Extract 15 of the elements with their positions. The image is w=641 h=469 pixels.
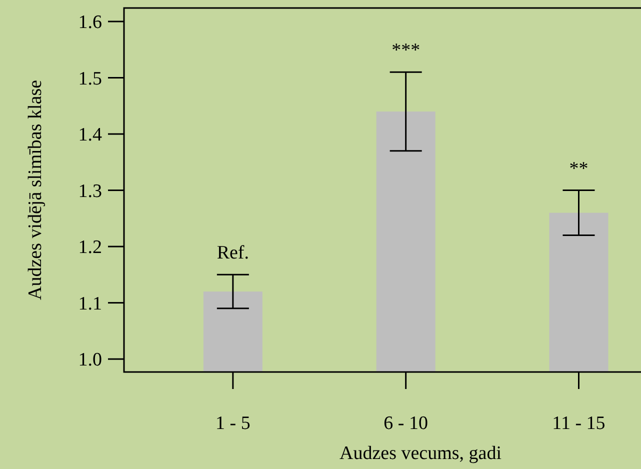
y-tick-label: 1.0 bbox=[78, 350, 102, 371]
x-axis-title: Audzes vecums, gadi bbox=[340, 443, 502, 464]
x-tick-label: 1 - 5 bbox=[216, 413, 250, 434]
y-tick-label: 1.6 bbox=[78, 12, 102, 34]
x-tick-label: 11 - 15 bbox=[552, 413, 606, 434]
y-tick-label: 1.1 bbox=[78, 293, 102, 314]
annotation: ** bbox=[569, 158, 588, 180]
y-tick-label: 1.4 bbox=[78, 124, 102, 146]
annotation: *** bbox=[392, 40, 420, 62]
annotation: Ref. bbox=[216, 242, 250, 264]
x-tick-label: 6 - 10 bbox=[384, 413, 428, 434]
y-tick-label: 1.5 bbox=[78, 68, 102, 90]
y-axis-title: Audzes vidējā slimības klase bbox=[25, 80, 46, 300]
y-tick-label: 1.2 bbox=[78, 237, 102, 258]
y-tick-label: 1.3 bbox=[78, 180, 102, 202]
